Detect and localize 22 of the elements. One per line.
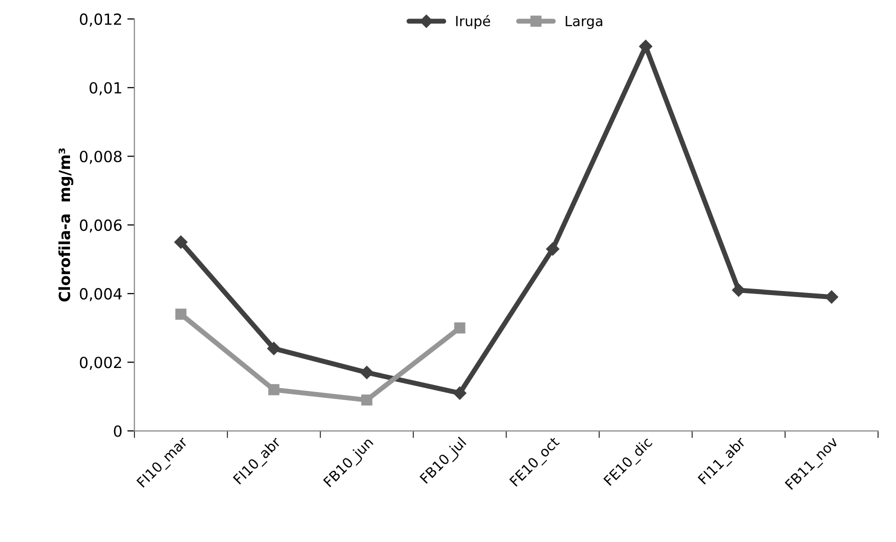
point <box>174 236 188 249</box>
point <box>546 242 560 256</box>
point <box>732 284 746 297</box>
legend-label: Larga <box>566 16 602 29</box>
point <box>360 366 374 380</box>
legend-label: Irupé <box>456 14 490 29</box>
point <box>639 40 652 54</box>
point <box>361 394 372 406</box>
y-tick-label: 0,008 <box>80 150 122 164</box>
point <box>175 308 186 320</box>
y-tick-label: 0 <box>114 425 122 437</box>
point <box>453 386 466 400</box>
y-tick-label: 0,01 <box>90 82 122 96</box>
y-tick-label: 0,006 <box>80 219 122 233</box>
point <box>268 384 280 396</box>
y-tick-label: 0,002 <box>80 356 122 370</box>
y-tick-label: 0,004 <box>80 288 122 302</box>
point <box>825 290 838 304</box>
y-axis-title: Clorofila-a mg/m³ <box>58 148 74 302</box>
point <box>454 322 466 334</box>
point <box>267 342 280 356</box>
y-tick-label: 0,012 <box>80 13 122 27</box>
